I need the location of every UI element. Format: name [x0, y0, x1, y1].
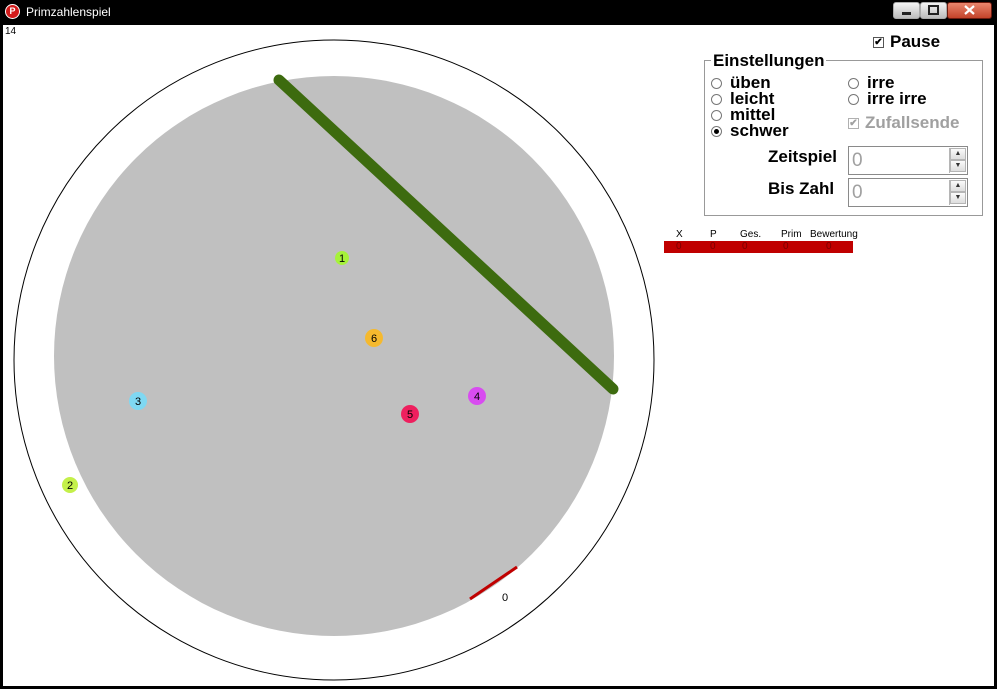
game-board[interactable]: 1 2 3 4 5 6 — [3, 25, 994, 686]
settings-legend: Einstellungen — [711, 51, 827, 71]
zeitspiel-spinner[interactable]: 0 ▲ ▼ — [848, 146, 968, 175]
spin-down-icon[interactable]: ▼ — [950, 160, 966, 172]
bis-zahl-spin-buttons: ▲ ▼ — [949, 180, 966, 205]
round-counter: 14 — [5, 26, 17, 37]
radio-icon — [711, 78, 722, 90]
zeitspiel-label: Zeitspiel — [768, 147, 837, 166]
stats-header-prim: Prim — [781, 229, 802, 240]
radio-label: mittel — [730, 105, 776, 124]
spin-up-icon[interactable]: ▲ — [950, 148, 966, 160]
barrier-bar — [273, 74, 619, 395]
player-paddle[interactable] — [469, 565, 518, 601]
close-icon — [964, 5, 975, 15]
ball-5: 5 — [401, 405, 419, 423]
stats-header-p: P — [710, 229, 717, 240]
svg-text:5: 5 — [407, 409, 413, 421]
ball-3: 3 — [129, 392, 147, 410]
pause-checkbox[interactable]: ✔ Pause — [873, 32, 940, 52]
radio-leicht[interactable]: leicht — [711, 89, 775, 108]
radio-icon — [711, 94, 722, 106]
zufallsende-check-icon: ✔ — [848, 118, 859, 130]
stats-value-p: 0 — [710, 241, 716, 252]
svg-text:1: 1 — [339, 253, 345, 265]
pause-label: Pause — [890, 32, 941, 51]
stats-value-bewertung: 0 — [826, 241, 832, 252]
svg-text:4: 4 — [474, 391, 480, 403]
radio-irre[interactable]: irre — [848, 73, 895, 92]
radio-icon — [848, 94, 859, 106]
radio-icon — [848, 78, 859, 90]
radio-label: schwer — [730, 121, 789, 140]
radio-icon — [711, 110, 722, 122]
svg-text:3: 3 — [135, 396, 141, 408]
stats-header-x: X — [676, 229, 683, 240]
maximize-button[interactable] — [920, 2, 947, 19]
ball-6: 6 — [365, 329, 383, 347]
radio-label: leicht — [730, 89, 775, 108]
radio-mittel[interactable]: mittel — [711, 105, 776, 124]
ball-1: 1 — [335, 251, 349, 265]
zufallsende-checkbox[interactable]: ✔ Zufallsende — [848, 113, 960, 132]
title-bar[interactable]: P Primzahlenspiel — [0, 0, 997, 24]
stats-value-x: 0 — [676, 241, 682, 252]
radio-label: irre irre — [867, 89, 927, 108]
radio-label: üben — [730, 73, 771, 92]
radio-selected-icon — [711, 126, 722, 138]
stats-value-prim: 0 — [783, 241, 789, 252]
radio-irre-irre[interactable]: irre irre — [848, 89, 927, 108]
ball-2: 2 — [62, 477, 78, 493]
minimize-button[interactable] — [893, 2, 920, 19]
stats-value-ges: 0 — [742, 241, 748, 252]
close-button[interactable] — [947, 2, 992, 19]
app-icon: P — [5, 4, 20, 19]
pause-check-icon: ✔ — [873, 37, 884, 49]
spin-up-icon[interactable]: ▲ — [950, 180, 966, 192]
zeitspiel-spin-buttons: ▲ ▼ — [949, 148, 966, 173]
inner-disc — [54, 76, 614, 636]
radio-label: irre — [867, 73, 895, 92]
stats-header-ges: Ges. — [740, 229, 762, 240]
bis-zahl-value[interactable]: 0 — [852, 182, 863, 203]
stats-bar — [664, 241, 853, 253]
radio-ueben[interactable]: üben — [711, 73, 771, 92]
bis-zahl-label: Bis Zahl — [768, 179, 835, 198]
zufallsende-label: Zufallsende — [865, 113, 960, 132]
ball-4: 4 — [468, 387, 486, 405]
stats-header-bewertung: Bewertung — [810, 229, 858, 240]
bis-zahl-spinner[interactable]: 0 ▲ ▼ — [848, 178, 968, 207]
zeitspiel-value[interactable]: 0 — [852, 150, 863, 171]
svg-text:6: 6 — [371, 333, 377, 345]
score-label: 0 — [502, 592, 509, 604]
maximize-icon — [928, 5, 939, 15]
settings-group: Einstellungen üben leicht mittel schwer … — [704, 51, 983, 216]
spin-down-icon[interactable]: ▼ — [950, 192, 966, 204]
game-canvas[interactable]: 14 1 2 3 4 5 — [3, 25, 994, 686]
svg-text:2: 2 — [67, 480, 73, 492]
radio-schwer[interactable]: schwer — [711, 121, 789, 140]
minimize-icon — [902, 12, 911, 15]
window-title: Primzahlenspiel — [26, 5, 111, 19]
